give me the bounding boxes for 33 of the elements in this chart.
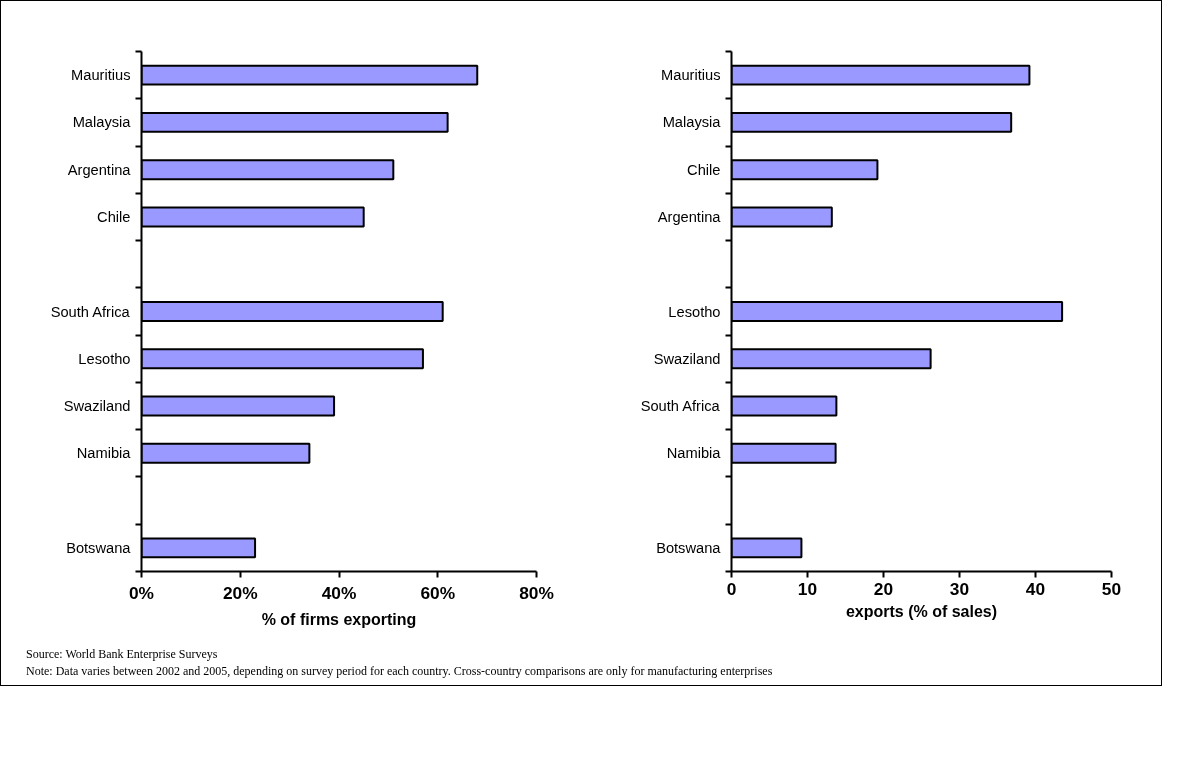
y-tick-label: Lesotho (78, 350, 131, 367)
x-tick-label: 40 (1025, 578, 1046, 599)
x-tick-label: 0% (128, 582, 155, 603)
y-tick-label: Swaziland (653, 350, 721, 367)
x-tick-label: 20% (222, 582, 258, 603)
x-tick-label: 10 (797, 578, 818, 599)
x-tick-label: 50 (1101, 578, 1122, 599)
y-tick-label: Namibia (76, 445, 132, 462)
y-tick-label: South Africa (50, 303, 131, 320)
text: Note: Data varies between 2002 and 2005, depending on survey period for each country. Cross-country comparisons are only for manufacturing enterprises (26, 664, 773, 679)
x-axis-title: % of firms exporting (261, 610, 417, 628)
source-note: Source: World Bank Enterprise Surveys (26, 647, 218, 661)
y-tick-label: Argentina (67, 161, 132, 178)
y-tick-label: Argentina (657, 208, 722, 225)
y-tick-label: Chile (687, 161, 721, 178)
y-tick-label: Botswana (656, 539, 722, 556)
y-tick-label: Botswana (66, 539, 132, 556)
y-tick-label: Mauritius (71, 67, 131, 84)
y-tick-label: Namibia (666, 445, 722, 462)
y-tick-label: Lesotho (668, 303, 721, 320)
y-tick-label: Swaziland (63, 398, 131, 415)
y-tick-label: Mauritius (661, 67, 721, 84)
y-tick-label: South Africa (640, 398, 721, 415)
x-tick-label: 0 (726, 578, 737, 599)
y-tick-label: Chile (97, 208, 131, 225)
x-tick-label: 20 (873, 578, 894, 599)
x-tick-label: 60% (420, 582, 456, 603)
x-tick-label: 40% (321, 582, 357, 603)
x-tick-label: 30 (949, 578, 970, 599)
x-axis-title: exports (% of sales) (845, 602, 998, 620)
y-tick-label: Malaysia (72, 114, 132, 131)
y-tick-label: Malaysia (662, 114, 722, 131)
x-tick-label: 80% (519, 582, 554, 603)
